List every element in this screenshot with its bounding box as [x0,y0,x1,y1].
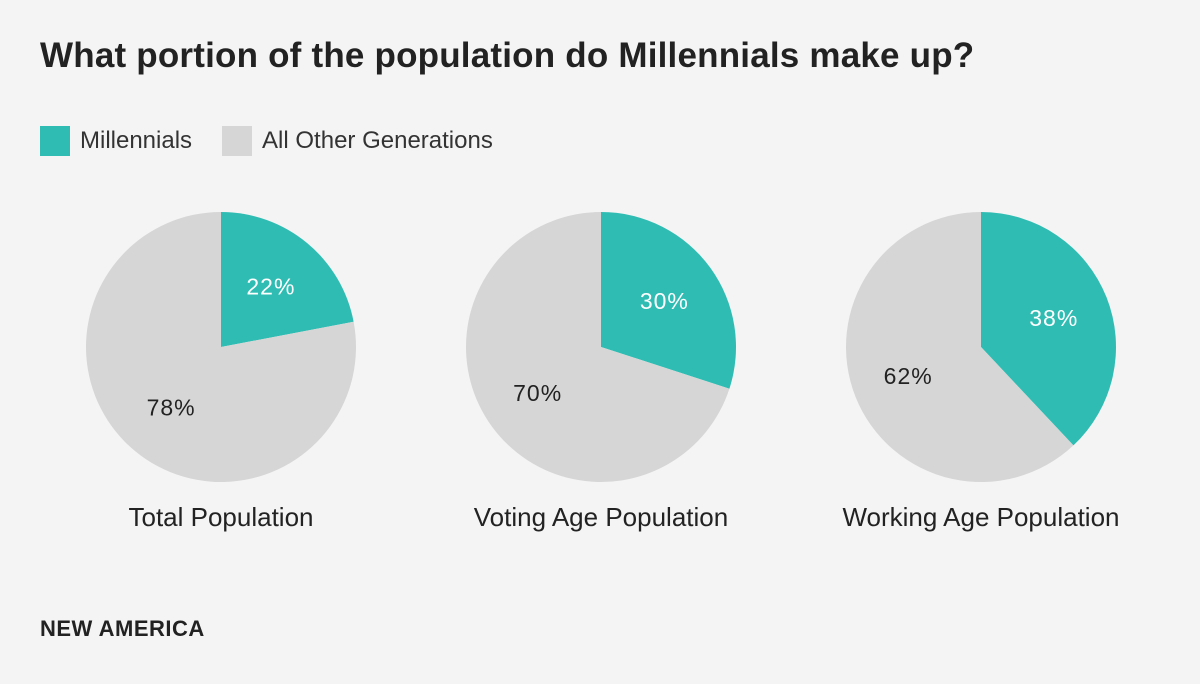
pie-chart-caption: Total Population [128,502,313,532]
pie-slice-label: 22% [246,274,295,300]
legend-item-millennials: Millennials [40,126,192,156]
pie-chart-caption: Voting Age Population [474,502,728,532]
chart-title: What portion of the population do Millen… [40,36,975,75]
pie-slice-label: 30% [640,288,689,314]
legend-swatch-other [222,126,253,156]
pie-slice-other [845,212,1074,483]
brand-logo-text: NEW AMERICA [40,616,205,641]
pie-chart-2: 30% 70% Voting Age Population [466,212,736,532]
pie-chart-1: 22% 78% Total Population [85,212,356,532]
pie-slice-millennials [601,212,736,389]
legend: Millennials All Other Generations [40,126,523,156]
pie-chart-3: 38% 62% Working Age Population [842,212,1120,532]
legend-label-other: All Other Generations [262,127,493,154]
pie-slice-other [466,212,730,483]
pie-slice-millennials [981,212,1116,446]
legend-item-other: All Other Generations [222,126,493,156]
pie-slice-other [85,212,356,482]
pie-slice-label: 62% [884,363,933,389]
pie-slice-label: 78% [147,394,196,420]
legend-label-millennials: Millennials [80,127,193,154]
pie-slice-label: 70% [513,380,562,406]
pie-chart-caption: Working Age Population [842,502,1119,532]
legend-swatch-millennials [40,126,70,156]
pie-slice-label: 38% [1029,305,1078,331]
pie-slice-millennials [221,212,354,347]
